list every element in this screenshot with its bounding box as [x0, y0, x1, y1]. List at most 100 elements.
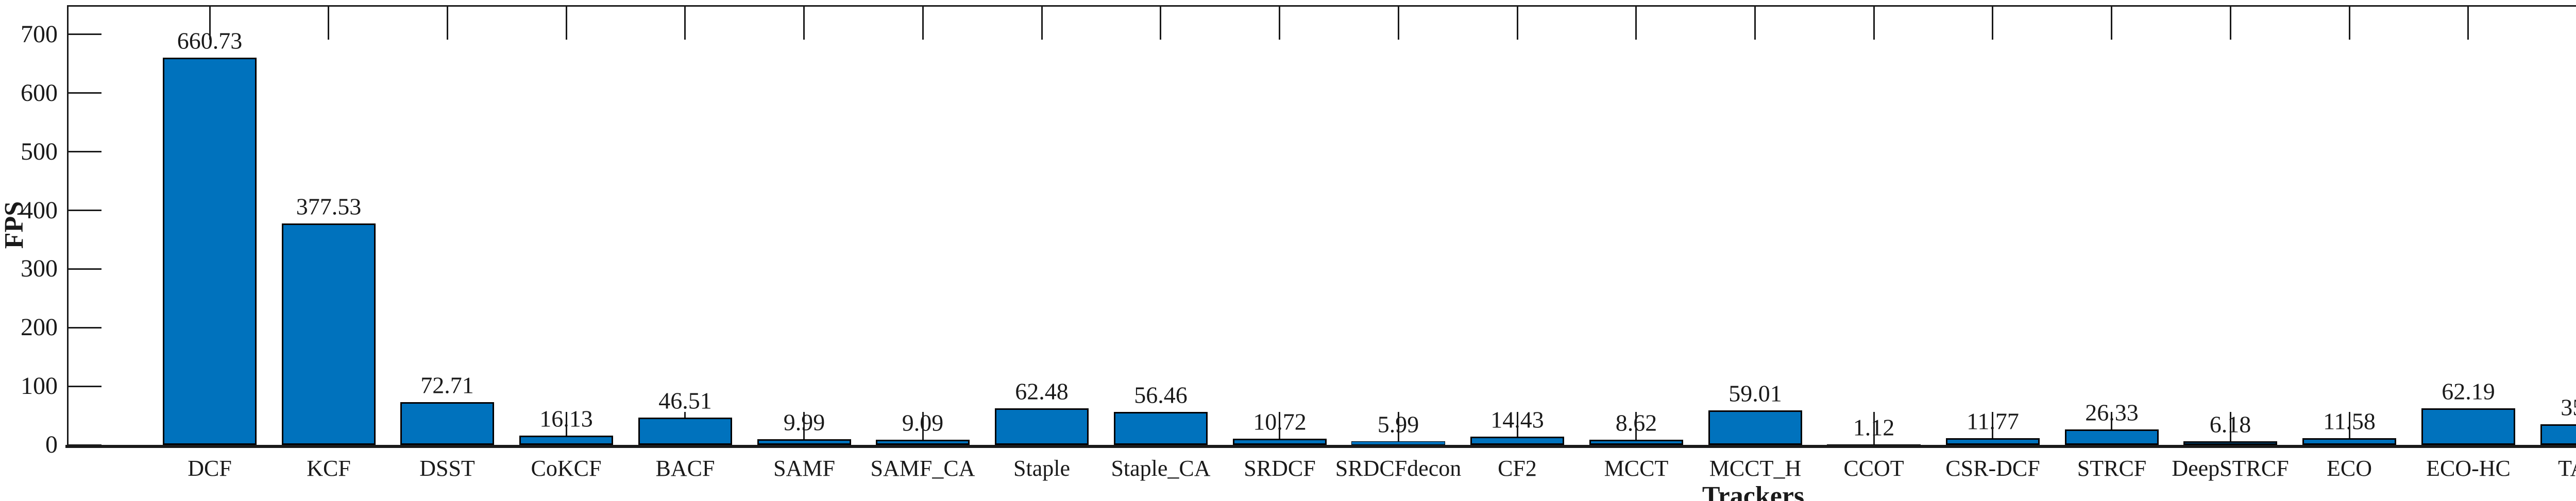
category-label: SAMF_CA	[870, 456, 975, 481]
y-tick	[69, 386, 101, 387]
bar	[163, 58, 257, 445]
category-label: BACF	[655, 456, 715, 481]
x-tick-top	[566, 7, 567, 40]
category-label: Staple_CA	[1111, 456, 1211, 481]
bar-value-label: 16.13	[539, 405, 593, 432]
bar-value-label: 10.72	[1253, 408, 1307, 435]
x-tick	[1873, 412, 1875, 445]
category-label: DSST	[419, 456, 475, 481]
x-tick-top	[1279, 7, 1280, 40]
bar-value-label: 660.73	[177, 27, 243, 54]
bar	[2065, 429, 2159, 445]
x-tick-top	[2467, 7, 2469, 40]
category-label: DCF	[188, 456, 232, 481]
bar-value-label: 8.62	[1615, 409, 1657, 436]
x-tick-top	[2111, 7, 2112, 40]
bar-value-label: 59.01	[1728, 380, 1782, 407]
x-tick	[566, 412, 567, 445]
x-tick-top	[1992, 7, 1993, 40]
y-tick-label: 200	[21, 314, 58, 341]
x-tick-top	[2349, 7, 2350, 40]
bar-value-label: 35.31	[2561, 394, 2576, 421]
category-label: SAMF	[773, 456, 835, 481]
y-tick	[69, 33, 101, 35]
category-label: ECO	[2327, 456, 2372, 481]
x-tick	[1635, 412, 1637, 445]
bar-value-label: 14.43	[1490, 406, 1544, 433]
x-tick	[1517, 412, 1518, 445]
category-label: CF2	[1498, 456, 1537, 481]
category-label: TADT	[2558, 456, 2576, 481]
bar-value-label: 62.48	[1015, 378, 1069, 405]
bar	[1827, 444, 1921, 445]
bar-value-label: 6.18	[2209, 411, 2251, 438]
x-tick-top	[1873, 7, 1875, 40]
bar-value-label: 11.58	[2323, 408, 2376, 435]
x-tick	[1279, 412, 1280, 445]
category-label: KCF	[307, 456, 351, 481]
y-tick-label: 300	[21, 255, 58, 282]
bar	[1351, 441, 1445, 445]
x-tick-top	[1517, 7, 1518, 40]
y-tick-label: 400	[21, 197, 58, 224]
x-tick-top	[2230, 7, 2231, 40]
plot-border-left	[67, 5, 69, 445]
category-label: MCCT_H	[1709, 456, 1802, 481]
x-axis-title: Trackers	[1702, 481, 1805, 501]
bar	[1708, 410, 1802, 445]
bar	[757, 439, 851, 445]
x-tick-top	[1160, 7, 1161, 40]
bar	[876, 440, 970, 445]
bar-value-label: 11.77	[1967, 408, 2019, 435]
x-tick-top	[209, 7, 211, 40]
x-tick-top	[1635, 7, 1637, 40]
bar	[2302, 438, 2396, 445]
bar-value-label: 1.12	[1853, 414, 1895, 441]
category-label: MCCT	[1604, 456, 1669, 481]
x-tick	[2349, 412, 2350, 445]
bar	[519, 436, 613, 445]
x-tick	[2111, 412, 2112, 445]
bar-value-label: 72.71	[420, 372, 474, 399]
x-tick	[803, 412, 805, 445]
bar	[1233, 439, 1327, 445]
y-tick-label: 0	[45, 431, 58, 458]
plot-border-top	[67, 5, 2576, 7]
category-label: Staple	[1013, 456, 1070, 481]
x-tick	[1398, 412, 1399, 445]
x-tick-top	[803, 7, 805, 40]
bar	[2540, 424, 2576, 445]
y-tick	[69, 210, 101, 211]
x-tick	[922, 412, 924, 445]
x-axis-baseline	[65, 445, 2576, 448]
bar	[282, 223, 376, 445]
bar	[2183, 441, 2277, 445]
x-tick-top	[684, 7, 686, 40]
category-label: CoKCF	[531, 456, 602, 481]
bar	[2421, 408, 2515, 445]
bar	[1946, 438, 2040, 445]
y-tick	[69, 327, 101, 329]
bar-value-label: 56.46	[1134, 382, 1188, 408]
bar-value-label: 26.33	[2085, 399, 2139, 426]
category-label: SRDCF	[1244, 456, 1316, 481]
bar-value-label: 46.51	[658, 387, 712, 414]
y-tick-label: 500	[21, 138, 58, 165]
category-label: CSR-DCF	[1945, 456, 2040, 481]
category-label: STRCF	[2077, 456, 2147, 481]
x-tick	[1992, 412, 1993, 445]
bar	[638, 418, 732, 445]
y-tick-label: 600	[21, 79, 58, 107]
category-label: ECO-HC	[2426, 456, 2511, 481]
x-tick-top	[1754, 7, 1756, 40]
bar	[995, 408, 1089, 445]
bar	[400, 402, 494, 445]
bar-value-label: 9.99	[783, 409, 825, 436]
x-tick-top	[922, 7, 924, 40]
bar-value-label: 62.19	[2442, 378, 2495, 405]
bar	[1589, 440, 1683, 445]
category-label: CCOT	[1843, 456, 1904, 481]
category-label: SRDCFdecon	[1335, 456, 1462, 481]
y-tick-label: 700	[21, 21, 58, 48]
bar-value-label: 5.99	[1377, 411, 1419, 438]
